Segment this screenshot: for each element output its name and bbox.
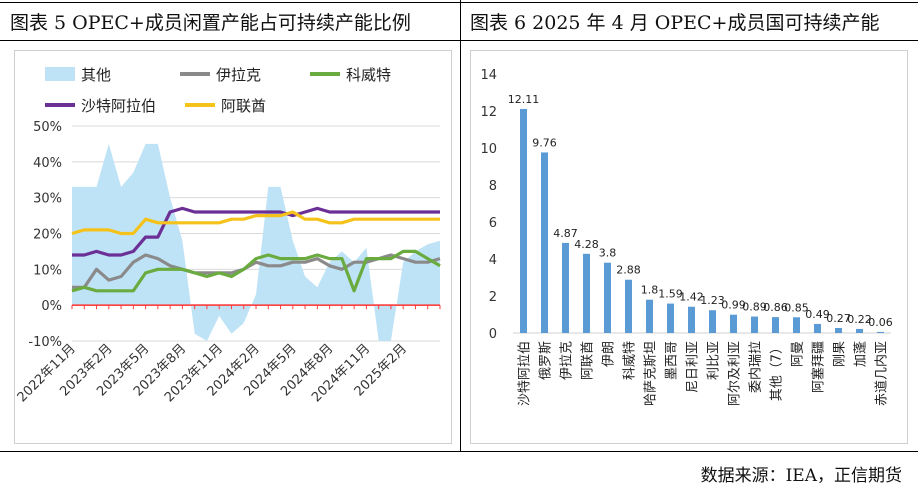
legend-label-2: 科威特: [346, 66, 391, 84]
bar-3: [583, 253, 590, 333]
left-chart-panel: 其他 伊拉克 科威特 沙特阿拉伯 阿联酋 50% 40% 30% 20% 10% 0% -10% 202…: [14, 50, 452, 444]
bar-11: [751, 316, 758, 333]
bar-data-label: 0.99: [721, 299, 746, 312]
bar-data-label: 0.86: [763, 301, 788, 314]
y-tick-label: 4: [489, 253, 497, 268]
category-label: 伊拉克: [560, 341, 575, 380]
title-rule: [0, 40, 918, 41]
bar-data-label: 0.06: [868, 316, 893, 329]
bar-8: [688, 306, 695, 333]
category-label: 科威特: [623, 341, 638, 380]
bar-data-label: 0.85: [784, 301, 809, 314]
y-tick-label: 10%: [33, 263, 62, 278]
legend-label-3: 沙特阿拉伯: [81, 97, 156, 115]
bar-5: [625, 279, 632, 333]
bar-data-label: 0.49: [805, 308, 830, 321]
y-tick-label: 20%: [33, 228, 62, 243]
bar-data-label: 9.76: [532, 136, 557, 149]
right-chart-panel: 0 2 4 6 8 10 12 14 12.11 沙特阿拉伯 9.76 俄罗斯 4.87 伊拉克 4.28 阿…: [470, 50, 908, 444]
line-series-2: [71, 249, 441, 293]
bar-1: [541, 152, 548, 333]
legend-swatch-0: [45, 67, 75, 81]
source-note: 数据来源：IEA，正信期货: [700, 466, 902, 486]
bar-data-label: 0.22: [847, 313, 872, 326]
category-label: 刚果: [833, 341, 848, 367]
bar-14: [814, 323, 821, 333]
bar-data-label: 1.23: [700, 294, 725, 307]
bar-2: [562, 242, 569, 333]
bar-6: [646, 299, 653, 333]
line-series-4: [71, 210, 440, 236]
bar-7: [667, 303, 674, 333]
y-tick-label: 0%: [41, 299, 62, 314]
category-label: 阿尔及利亚: [728, 341, 743, 406]
y-tick-label: 40%: [33, 156, 62, 171]
category-label: 沙特阿拉伯: [518, 341, 533, 406]
category-label: 阿曼: [791, 341, 806, 367]
bar-12: [772, 317, 779, 333]
y-tick-label: 10: [480, 142, 497, 157]
bottom-rule: [0, 451, 918, 452]
category-label: 其他（7）: [770, 341, 785, 401]
bar-4: [604, 262, 611, 333]
legend-label-1: 伊拉克: [216, 66, 261, 84]
legend-label-4: 阿联酋: [221, 97, 266, 115]
category-label: 赤道几内亚: [874, 341, 890, 406]
bar-data-label: 2.88: [616, 264, 641, 277]
bar-data-label: 1.42: [679, 291, 704, 304]
bar-data-label: 12.11: [508, 93, 540, 106]
category-label: 尼日利亚: [686, 341, 701, 393]
y-tick-label: 14: [480, 68, 497, 83]
y-tick-label: 0: [489, 327, 497, 342]
y-tick-label: 6: [489, 216, 497, 231]
bar-9: [709, 310, 716, 333]
y-tick-label: -10%: [28, 335, 62, 350]
bar-data-label: 4.28: [574, 238, 599, 251]
category-label: 加蓬: [854, 341, 869, 367]
y-tick-label: 8: [489, 179, 497, 194]
y-tick-label: 50%: [33, 120, 62, 135]
sustainable-capacity-bar-chart: 0 2 4 6 8 10 12 14 12.11 沙特阿拉伯 9.76 俄罗斯 4.87 伊拉克 4.28 阿…: [480, 68, 893, 406]
bar-data-label: 1.59: [658, 288, 683, 301]
category-label: 阿塞拜疆: [811, 341, 827, 393]
category-label: 俄罗斯: [539, 341, 554, 380]
bar-data-label: 0.27: [826, 312, 851, 325]
bar-13: [793, 317, 800, 333]
category-label: 阿联酋: [580, 341, 596, 380]
area-series-other: [72, 143, 440, 341]
center-divider: [460, 0, 461, 452]
bar-0: [520, 108, 527, 333]
top-rule: [0, 2, 918, 3]
bar-data-label: 0.89: [742, 301, 767, 314]
y-tick-label: 2: [489, 290, 497, 305]
bar-data-label: 3.8: [599, 247, 617, 260]
y-tick-label: 30%: [33, 192, 62, 207]
bar-data-label: 4.87: [553, 227, 578, 240]
category-label: 利比亚: [707, 341, 722, 380]
category-label: 墨西哥: [665, 341, 680, 380]
bar-17: [877, 331, 884, 333]
bar-data-label: 1.8: [641, 284, 659, 297]
left-chart-title: 图表 5 OPEC+成员闲置产能占可持续产能比例: [10, 12, 411, 34]
bar-10: [730, 314, 737, 333]
category-label: 哈萨克斯坦: [644, 341, 659, 406]
bar-16: [856, 328, 863, 333]
y-tick-label: 12: [480, 105, 497, 120]
category-label: 委内瑞拉: [748, 341, 764, 393]
bar-15: [835, 328, 842, 333]
line-series-3: [72, 206, 440, 257]
category-label: 伊朗: [602, 341, 617, 367]
right-chart-title: 图表 6 2025 年 4 月 OPEC+成员国可持续产能: [470, 12, 880, 34]
legend-label-0: 其他: [81, 66, 111, 84]
